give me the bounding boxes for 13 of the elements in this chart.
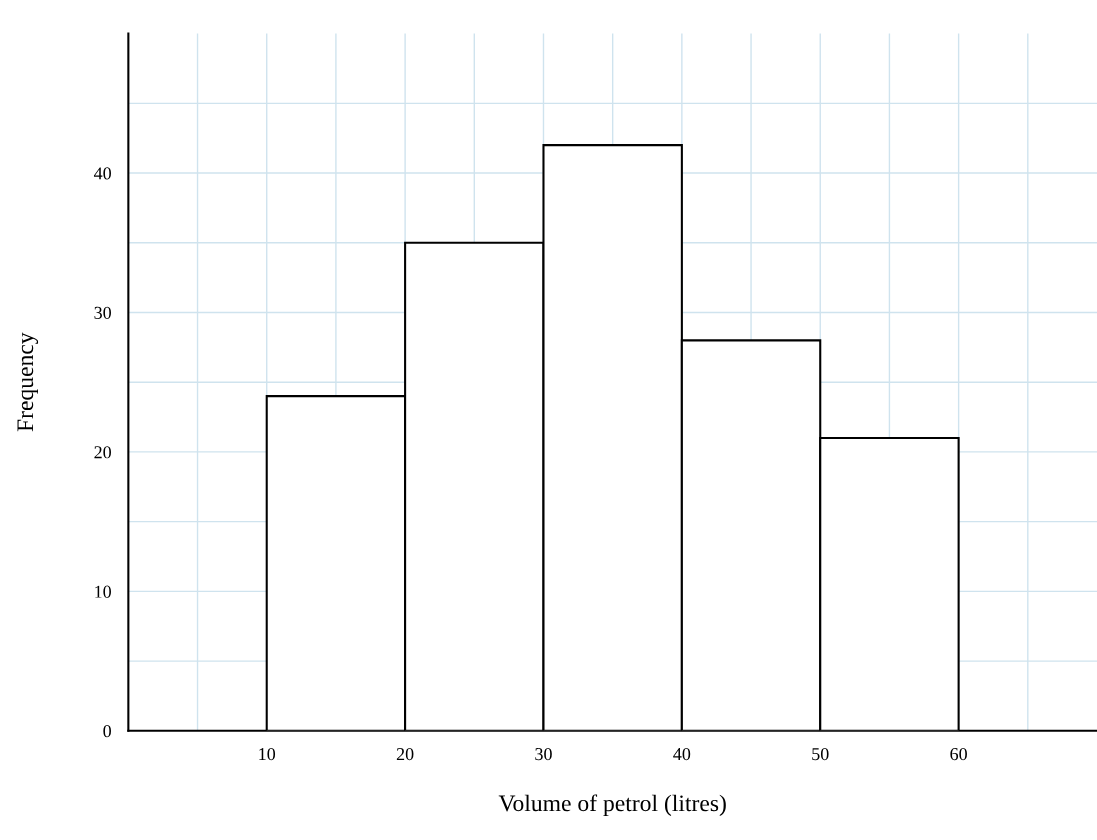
y-tick-label: 0: [103, 725, 111, 738]
y-tick-label: 20: [94, 446, 111, 459]
x-tick-label: 40: [673, 747, 691, 761]
y-tick-label: 40: [93, 167, 111, 180]
y-axis-title: Frequency: [17, 332, 39, 432]
x-tick-label: 30: [535, 747, 552, 761]
y-tick-label: 30: [94, 306, 111, 319]
x-axis-title: Volume of petrol (litres): [498, 794, 726, 817]
x-tick-label: 20: [396, 747, 414, 761]
x-tick-label: 60: [950, 747, 967, 761]
y-tick-label: 10: [95, 585, 111, 598]
x-tick-label: 50: [812, 747, 829, 761]
x-tick-label: 10: [259, 747, 276, 761]
